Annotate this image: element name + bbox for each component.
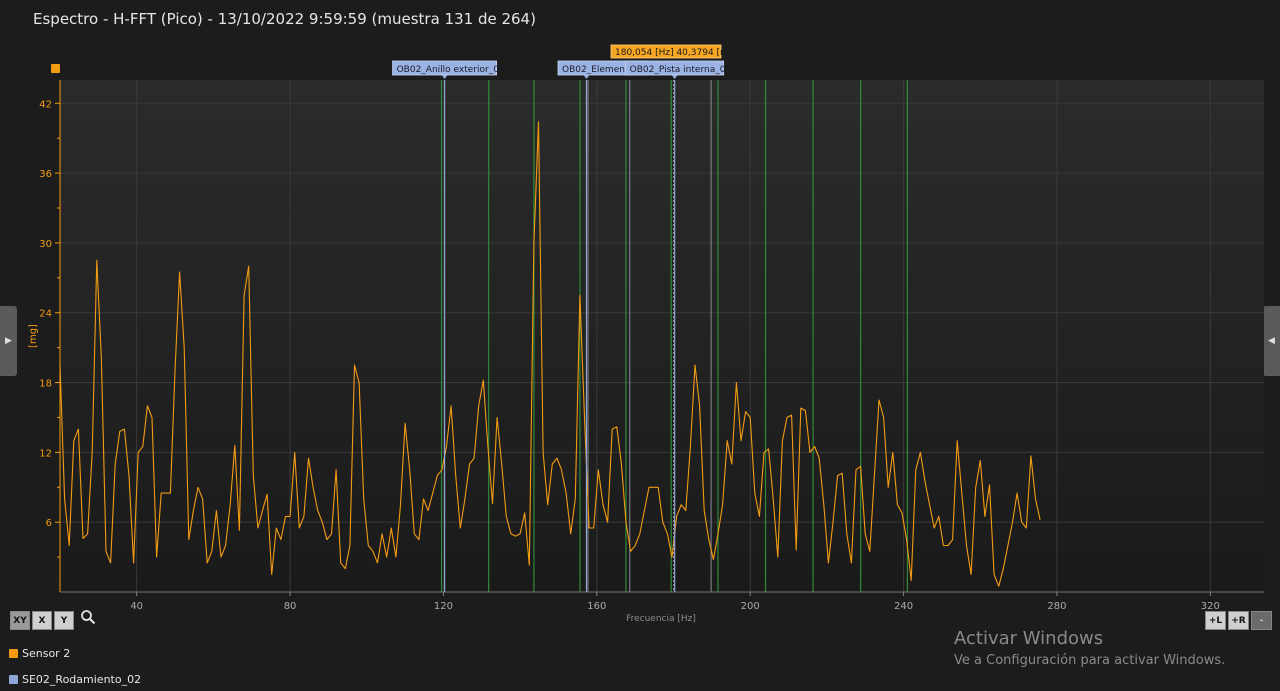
cursor-readout-box bbox=[610, 44, 722, 59]
right-panel-toggle[interactable]: ◀ bbox=[1263, 306, 1280, 376]
caret-left-icon: ◀ bbox=[1268, 336, 1275, 346]
legend-item-sensor[interactable]: Sensor 2 bbox=[9, 647, 70, 660]
cursor-readout: 180,054 [Hz] 40,3794 [mg] bbox=[615, 48, 738, 58]
cursor-buttons: +L +R - bbox=[1205, 611, 1272, 630]
marker-flag[interactable]: OB02_Anillo exterior_03 bbox=[392, 60, 505, 79]
x-axis-label: Frecuencia [Hz] bbox=[626, 614, 696, 624]
series-color-indicator[interactable] bbox=[51, 64, 60, 73]
left-panel-toggle[interactable]: ▶ bbox=[0, 306, 17, 376]
magnifier-icon[interactable] bbox=[80, 609, 96, 625]
activation-watermark-title: Activar Windows bbox=[954, 628, 1104, 649]
marker-flag-pointer bbox=[671, 75, 678, 79]
marker-label: OB02_Pista interna_02 bbox=[630, 65, 732, 75]
marker-flag-pointer bbox=[583, 75, 590, 79]
x-tick-label: 240 bbox=[894, 601, 913, 612]
legend-label: Sensor 2 bbox=[22, 647, 71, 660]
x-tick-label: 80 bbox=[284, 601, 297, 612]
plot-area bbox=[60, 80, 1264, 592]
legend-swatch bbox=[9, 675, 18, 684]
series-line-sensor-2 bbox=[59, 121, 1041, 587]
marker-flag-pointer bbox=[441, 75, 448, 79]
zoom-y-button[interactable]: Y bbox=[54, 611, 74, 630]
y-tick-label: 30 bbox=[39, 239, 52, 250]
marker-label: OB02_Anillo exterior_03 bbox=[397, 65, 505, 75]
add-left-cursor-button[interactable]: +L bbox=[1205, 611, 1226, 630]
spectrum-chart[interactable]: 40 80 120 160 200 240 280 320 6 12 18 24 30 36 42 [mg]… bbox=[0, 0, 1280, 640]
y-tick-label: 12 bbox=[39, 448, 52, 459]
y-tick-label: 42 bbox=[39, 99, 52, 110]
x-tick-label: 40 bbox=[130, 601, 143, 612]
marker-label: OB02_Elementos rod bbox=[562, 65, 656, 75]
zoom-x-button[interactable]: X bbox=[32, 611, 52, 630]
legend-swatch bbox=[9, 649, 18, 658]
caret-right-icon: ▶ bbox=[5, 336, 12, 346]
y-tick-label: 36 bbox=[39, 169, 52, 180]
marker-flag[interactable]: OB02_Pista interna_02 bbox=[625, 60, 732, 79]
x-tick-label: 160 bbox=[587, 601, 606, 612]
x-tick-label: 320 bbox=[1201, 601, 1220, 612]
zoom-xy-button[interactable]: XY bbox=[10, 611, 30, 630]
x-tick-label: 120 bbox=[434, 601, 453, 612]
activation-watermark-text: Ve a Configuración para activar Windows. bbox=[954, 653, 1226, 668]
y-tick-label: 6 bbox=[46, 518, 52, 529]
add-right-cursor-button[interactable]: +R bbox=[1228, 611, 1249, 630]
legend-label: SE02_Rodamiento_02 bbox=[22, 673, 142, 686]
x-tick-label: 280 bbox=[1047, 601, 1066, 612]
legend-item-bearing[interactable]: SE02_Rodamiento_02 bbox=[9, 673, 141, 686]
y-axis-label: [mg] bbox=[28, 324, 39, 348]
remove-cursor-button[interactable]: - bbox=[1251, 611, 1272, 630]
y-tick-label: 18 bbox=[39, 379, 52, 390]
y-tick-label: 24 bbox=[39, 309, 52, 320]
page-title: Espectro - H-FFT (Pico) - 13/10/2022 9:5… bbox=[33, 10, 536, 28]
x-tick-label: 200 bbox=[741, 601, 760, 612]
axis-zoom-buttons: XY X Y bbox=[10, 611, 74, 630]
